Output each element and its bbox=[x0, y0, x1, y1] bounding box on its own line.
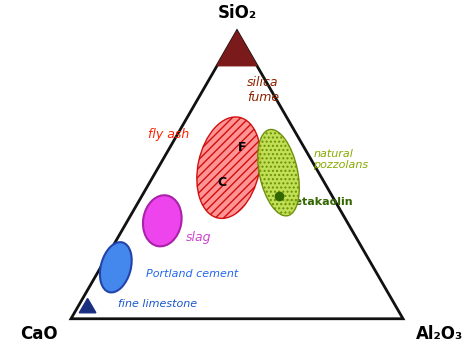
Text: SiO₂: SiO₂ bbox=[218, 3, 256, 22]
Text: fly ash: fly ash bbox=[147, 128, 189, 141]
Text: F: F bbox=[238, 141, 246, 154]
Text: fine limestone: fine limestone bbox=[118, 299, 197, 309]
Polygon shape bbox=[217, 31, 257, 66]
Text: silica
fume: silica fume bbox=[247, 76, 279, 104]
Text: Al₂O₃: Al₂O₃ bbox=[416, 325, 464, 342]
Text: natural
pozzolans: natural pozzolans bbox=[313, 148, 368, 170]
Text: metakaolin: metakaolin bbox=[283, 197, 353, 207]
Text: CaO: CaO bbox=[20, 325, 58, 342]
Text: C: C bbox=[218, 176, 227, 189]
Ellipse shape bbox=[258, 129, 299, 216]
Ellipse shape bbox=[197, 117, 261, 219]
Ellipse shape bbox=[100, 242, 132, 292]
Text: Portland cement: Portland cement bbox=[146, 269, 238, 279]
Ellipse shape bbox=[143, 195, 182, 246]
Text: slag: slag bbox=[185, 231, 211, 244]
Polygon shape bbox=[79, 299, 96, 313]
